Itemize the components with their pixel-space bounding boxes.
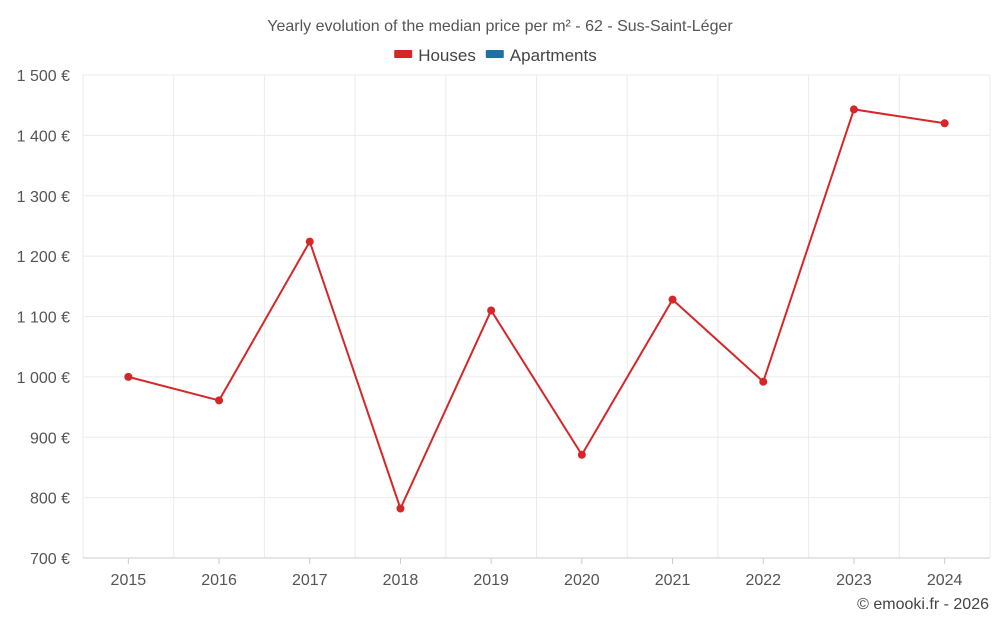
data-point-houses[interactable]: [849, 105, 858, 114]
legend[interactable]: Houses Apartments: [394, 46, 597, 65]
data-point-houses[interactable]: [215, 396, 224, 405]
series-line-houses: [128, 108, 945, 510]
x-tick-label: 2017: [292, 572, 328, 589]
y-tick-label: 1 300 €: [17, 189, 70, 206]
data-point-houses[interactable]: [305, 237, 314, 246]
y-tick-label: 1 100 €: [17, 310, 70, 327]
x-tick-label: 2024: [927, 572, 963, 589]
x-tick-label: 2016: [201, 572, 237, 589]
y-tick-label: 800 €: [30, 491, 70, 508]
y-tick-label: 1 000 €: [17, 370, 70, 387]
data-point-houses[interactable]: [940, 119, 949, 128]
legend-label: Houses: [418, 46, 476, 65]
data-point-houses[interactable]: [577, 450, 586, 459]
chart-title: Yearly evolution of the median price per…: [267, 18, 733, 35]
legend-item-houses[interactable]: Houses: [394, 46, 476, 65]
legend-swatch: [485, 50, 504, 58]
data-point-houses[interactable]: [759, 377, 768, 386]
x-tick-label: 2023: [836, 572, 872, 589]
y-axis: 700 € 800 € 900 € 1 000 € 1 100 € 1 200 € 1 30…: [17, 68, 70, 568]
y-tick-label: 1 500 €: [17, 68, 70, 85]
grid: [82, 74, 991, 558]
x-tick-label: 2020: [564, 572, 600, 589]
legend-swatch: [394, 50, 413, 58]
x-axis: 2015 2016 2017 2018 2019 2020 2021 2022 2023 2024: [83, 557, 990, 589]
legend-item-apartments[interactable]: Apartments: [485, 46, 597, 65]
x-tick-label: 2019: [473, 572, 509, 589]
legend-label: Apartments: [510, 46, 597, 65]
y-tick-label: 1 400 €: [17, 128, 70, 145]
series-layer: [124, 105, 949, 513]
x-tick-label: 2015: [111, 572, 147, 589]
data-point-houses[interactable]: [668, 295, 677, 304]
x-tick-label: 2018: [383, 572, 419, 589]
credit-text: © emooki.fr - 2026: [857, 596, 989, 613]
data-point-houses[interactable]: [124, 372, 133, 381]
x-tick-label: 2021: [655, 572, 691, 589]
x-tick-label: 2022: [745, 572, 781, 589]
y-tick-label: 900 €: [30, 430, 70, 447]
data-point-houses[interactable]: [487, 306, 496, 315]
y-tick-label: 700 €: [30, 551, 70, 568]
data-point-houses[interactable]: [396, 504, 405, 513]
y-tick-label: 1 200 €: [17, 249, 70, 266]
